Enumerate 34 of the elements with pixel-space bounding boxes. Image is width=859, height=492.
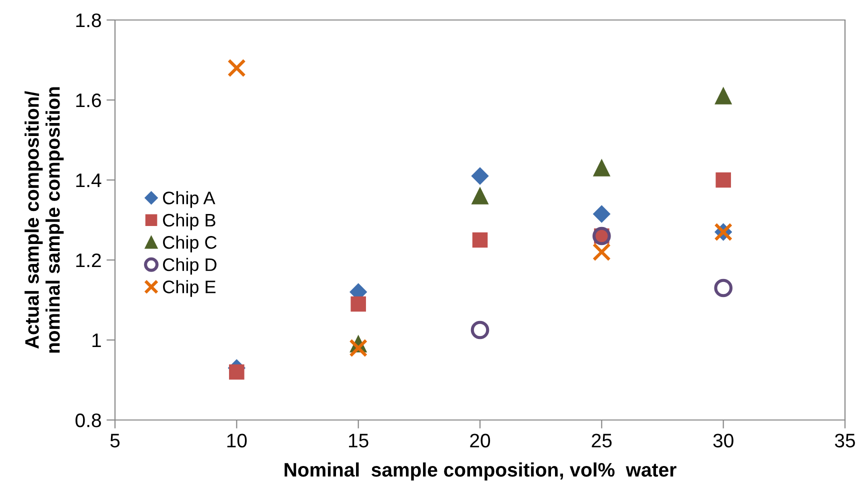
y-axis-title: Actual sample composition/ nominal sample composition [24, 87, 64, 353]
x-tick-label: 15 [349, 434, 368, 448]
legend-label: Chip C [163, 236, 217, 252]
x-tick-label: 10 [227, 434, 247, 448]
point [349, 338, 368, 358]
y-tick-label: 1.4 [76, 174, 102, 188]
point [471, 167, 489, 185]
point [228, 58, 246, 78]
point [593, 160, 610, 176]
point [350, 296, 366, 312]
point [714, 278, 732, 298]
legend-label: Chip A [163, 191, 216, 208]
y-tick-label: 1.8 [76, 13, 101, 28]
legend-label: Chip B [163, 213, 216, 230]
legend-label: Chip D [163, 258, 216, 275]
y-tick-label: 1.2 [76, 253, 101, 268]
x-tick-label: 25 [592, 434, 612, 448]
point [472, 232, 488, 248]
legend-label: Chip E [163, 280, 216, 297]
point [470, 320, 490, 340]
x-tick-label: 35 [834, 434, 855, 448]
point [229, 364, 244, 380]
point [592, 242, 611, 262]
x-tick-label: 5 [110, 434, 120, 448]
y-tick-label: 0.8 [76, 413, 101, 428]
y-tick-label: 1 [92, 334, 101, 348]
point [593, 205, 610, 223]
x-axis-title: Nominal sample composition, vol% water [284, 462, 676, 481]
point [715, 88, 732, 104]
x-tick-label: 30 [713, 434, 734, 448]
point [716, 172, 731, 188]
x-tick-label: 20 [470, 434, 490, 448]
point [472, 188, 488, 204]
y-tick-label: 1.6 [76, 93, 101, 108]
